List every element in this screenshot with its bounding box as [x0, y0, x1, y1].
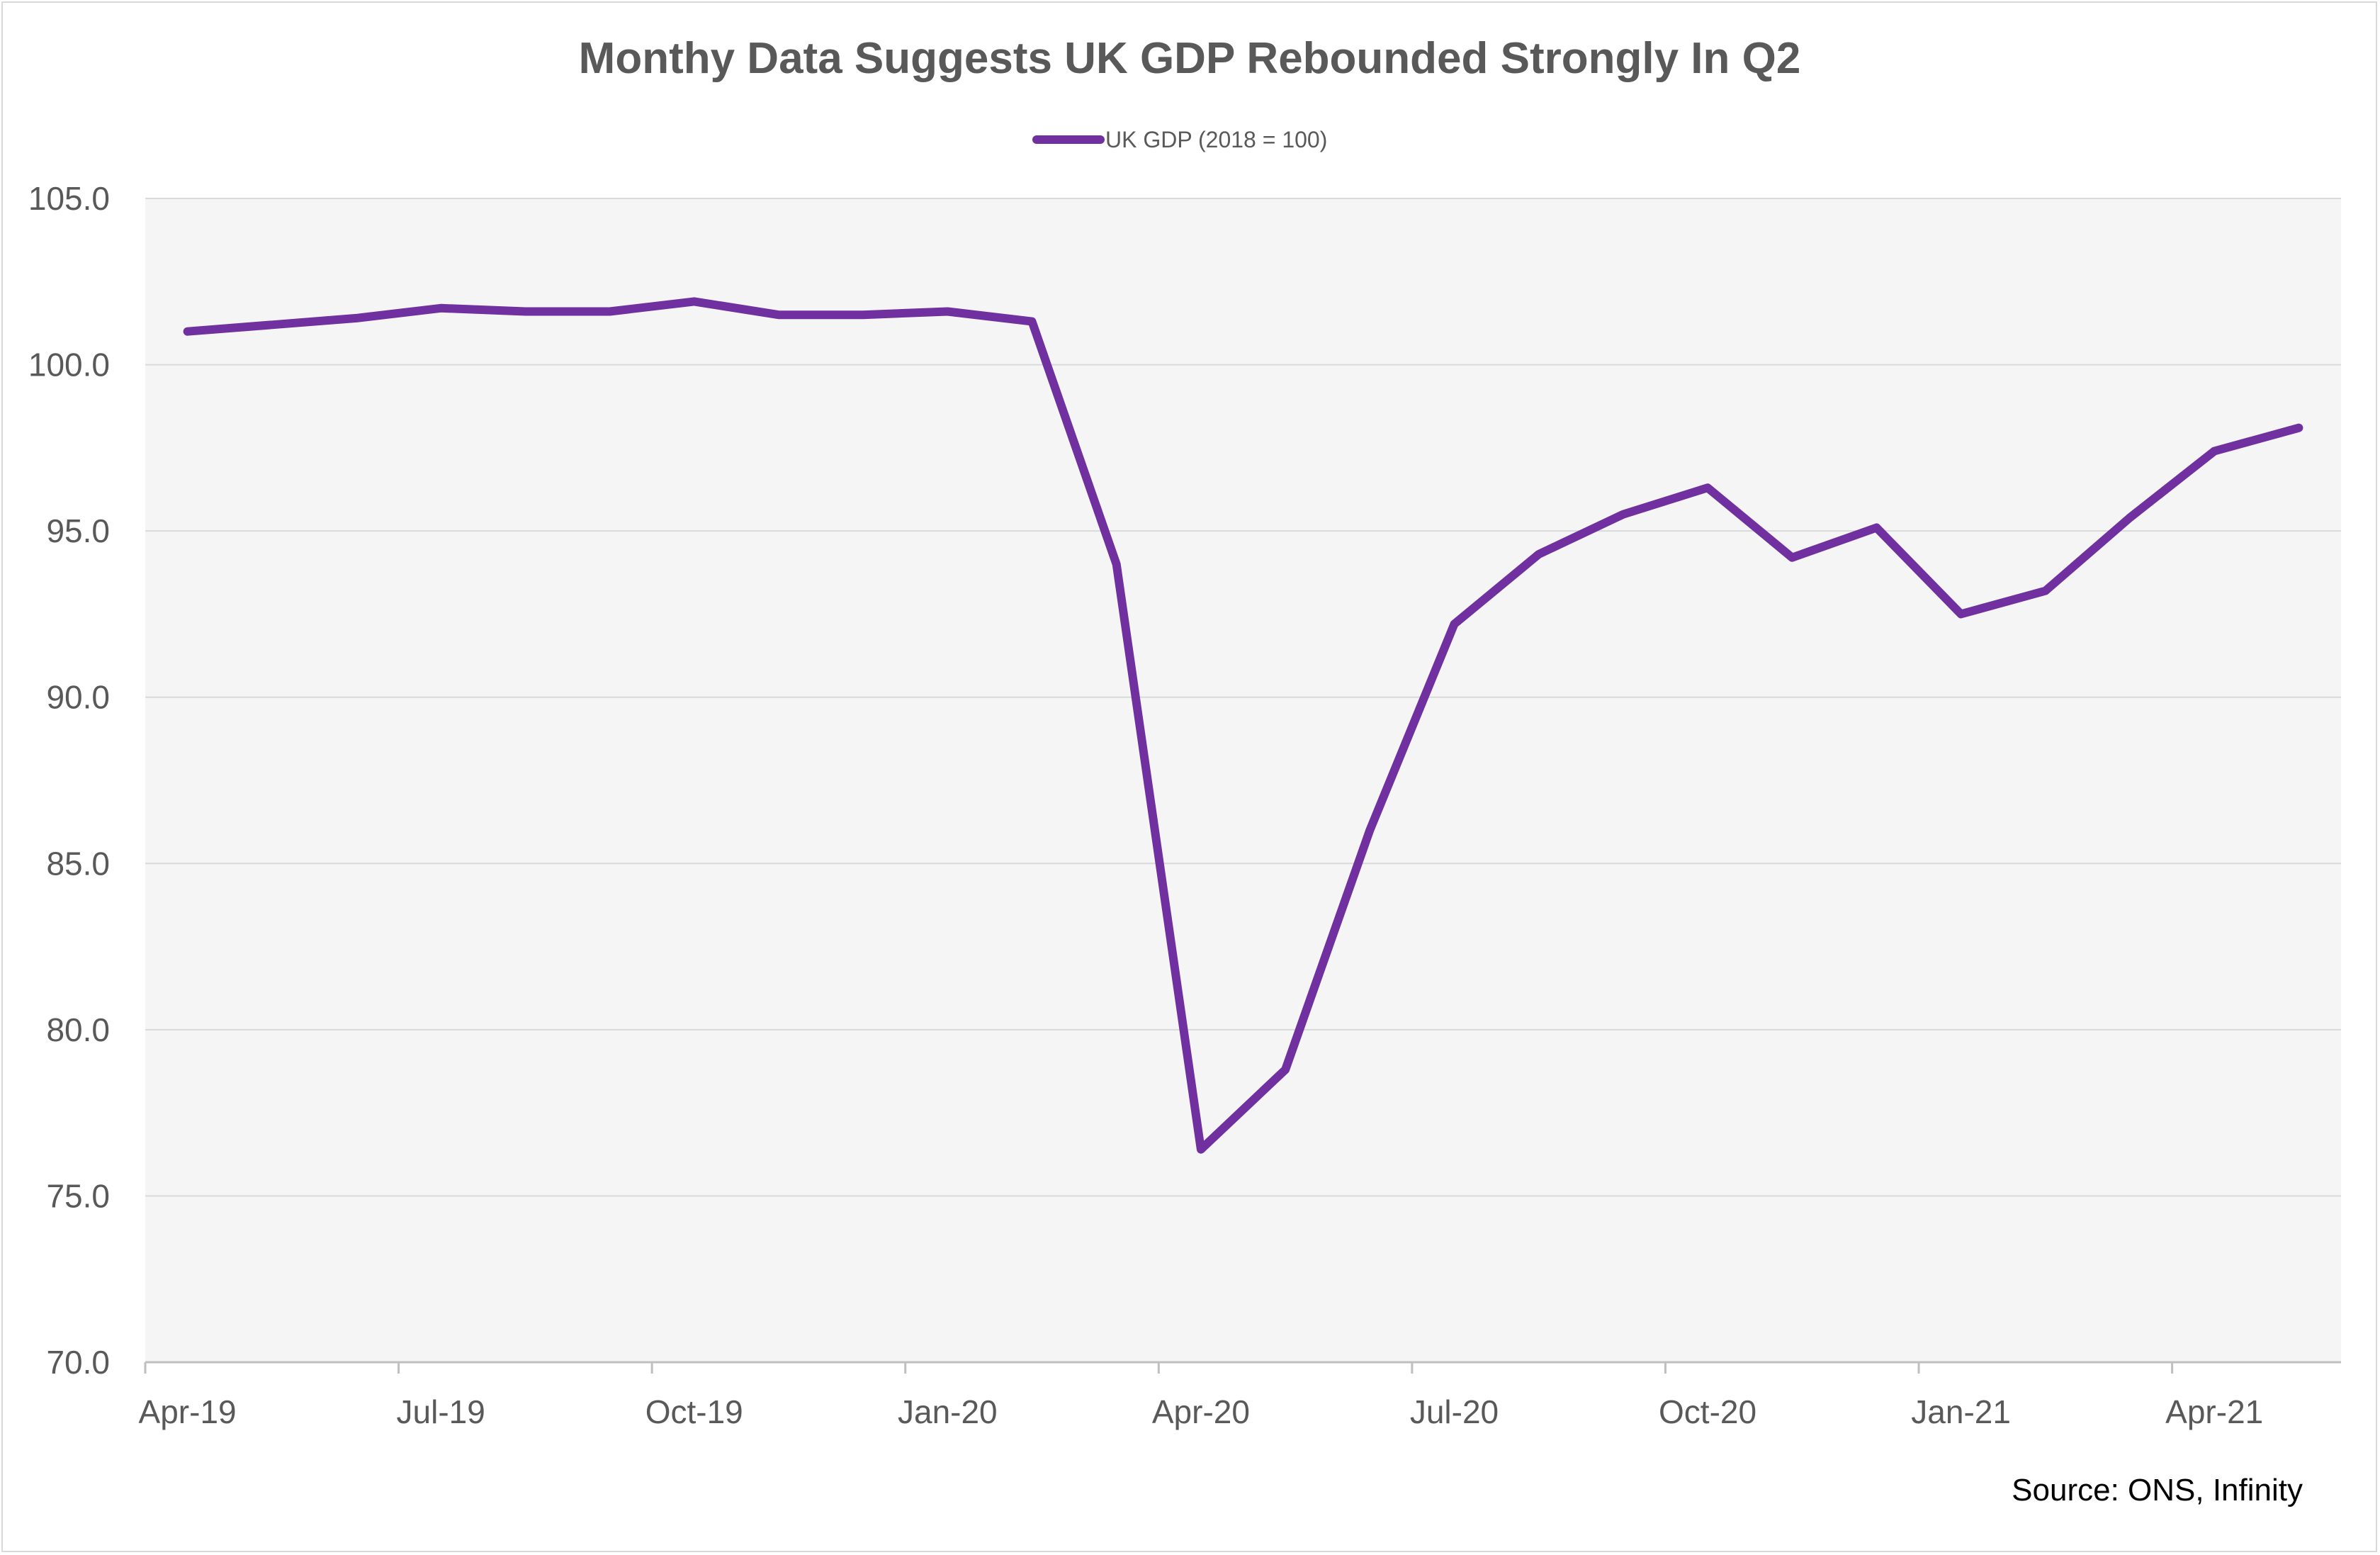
y-tick-label: 90.0 — [46, 679, 110, 716]
legend: UK GDP (2018 = 100) — [1032, 127, 1327, 152]
x-tick-label: Apr-19 — [139, 1393, 237, 1430]
y-tick-label: 100.0 — [28, 347, 110, 383]
y-tick-label: 80.0 — [46, 1011, 110, 1048]
x-tick-label: Jul-19 — [397, 1393, 485, 1430]
legend-label: UK GDP (2018 = 100) — [1105, 127, 1327, 152]
y-tick-label: 105.0 — [28, 180, 110, 217]
series-line — [183, 297, 2303, 1154]
gridlines — [145, 198, 2341, 1197]
x-tick-label: Jan-20 — [898, 1393, 998, 1430]
y-tick-label: 85.0 — [46, 845, 110, 882]
plot-area — [145, 198, 2341, 1362]
series-group — [183, 297, 2303, 1154]
y-tick-label: 95.0 — [46, 512, 110, 549]
chart-title: Monthy Data Suggests UK GDP Rebounded St… — [579, 34, 1801, 83]
x-tick-label: Jan-21 — [1911, 1393, 2011, 1430]
y-tick-label: 70.0 — [46, 1344, 110, 1381]
y-axis-ticks: 105.0 100.0 95.0 90.0 85.0 80.0 75.0 70.0 — [28, 180, 110, 1381]
x-tick-label: Apr-20 — [1152, 1393, 1250, 1430]
x-tick-label: Apr-21 — [2165, 1393, 2263, 1430]
source-note: Source: ONS, Infinity — [2012, 1473, 2303, 1508]
x-axis-ticks: Apr-19 Jul-19 Oct-19 Jan-20 Apr-20 Jul-20 Oct-… — [139, 1362, 2263, 1430]
x-tick-label: Oct-20 — [1659, 1393, 1756, 1430]
x-tick-label: Oct-19 — [645, 1393, 743, 1430]
x-tick-label: Jul-20 — [1410, 1393, 1499, 1430]
y-tick-label: 75.0 — [46, 1177, 110, 1214]
